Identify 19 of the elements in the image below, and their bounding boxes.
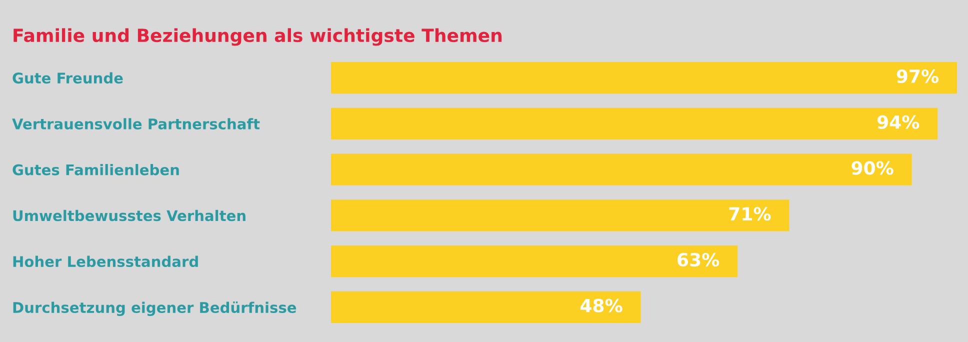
bar [331, 200, 790, 232]
bar [331, 245, 738, 278]
data-label: 90% [852, 161, 894, 175]
y-tick-label: Umweltbewusstes Verhalten [13, 210, 246, 222]
chart-title: Familie und Beziehungen als wichtigste Themen [14, 28, 502, 46]
bar [331, 154, 912, 186]
bar [331, 291, 641, 323]
y-tick-label: Durchsetzung eigener Bedürfnisse [13, 302, 296, 316]
y-tick-label: Vertrauensvolle Partnerschaft [12, 118, 260, 130]
y-tick-label: Gutes Familienleben [12, 164, 179, 176]
bar [331, 62, 957, 94]
y-tick-label: Hoher Lebensstandard [13, 256, 198, 268]
data-label: 71% [729, 207, 771, 221]
bar [331, 108, 938, 140]
data-label: 97% [896, 69, 939, 84]
data-label: 48% [580, 298, 622, 312]
y-tick-label: Gute Freunde [12, 72, 123, 84]
data-label: 63% [678, 252, 720, 267]
data-label: 94% [877, 115, 920, 129]
